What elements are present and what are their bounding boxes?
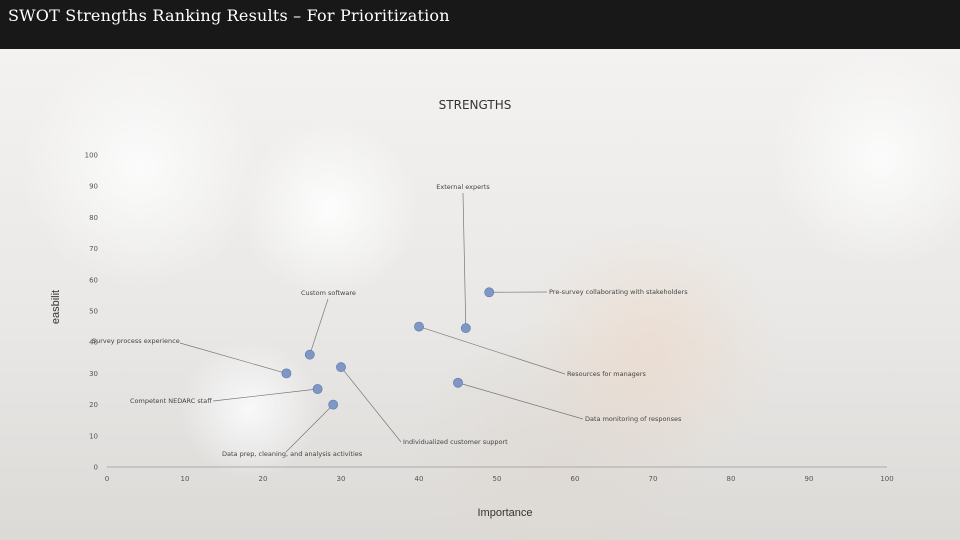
data-point[interactable] [453, 377, 463, 388]
point-label: External experts [436, 183, 490, 191]
x-tick-label: 40 [415, 475, 424, 483]
y-axis-ticks: 0 10 20 30 40 50 60 70 80 90 100 [85, 152, 98, 472]
data-point[interactable] [328, 399, 339, 410]
y-tick-label: 30 [89, 370, 98, 378]
leader-lines [179, 192, 584, 453]
y-tick-label: 0 [94, 464, 98, 472]
leader-line [212, 388, 318, 402]
data-point[interactable] [414, 321, 424, 332]
title-bar: SWOT Strengths Ranking Results – For Pri… [0, 0, 960, 49]
y-tick-label: 70 [89, 245, 98, 253]
leader-line [179, 342, 287, 374]
point-label: Individualized customer support [403, 438, 508, 446]
y-tick-label: 50 [89, 308, 98, 316]
x-tick-label: 20 [259, 475, 268, 483]
point-labels: External experts Pre-survey collaborating… [92, 183, 688, 458]
leader-line [309, 298, 329, 355]
y-axis-label: easbilit [50, 290, 62, 324]
point-label: Custom software [301, 289, 356, 297]
data-point[interactable] [304, 349, 315, 360]
data-points [281, 287, 495, 410]
x-tick-label: 0 [105, 475, 109, 483]
x-tick-label: 60 [571, 475, 580, 483]
point-label: Pre-survey collaborating with stakeholde… [549, 288, 688, 296]
x-tick-label: 10 [181, 475, 190, 483]
y-tick-label: 100 [85, 152, 98, 160]
data-point[interactable] [460, 323, 471, 334]
data-point[interactable] [281, 368, 292, 379]
x-axis-ticks: 0 10 20 30 40 50 60 70 80 90 100 [105, 475, 894, 483]
x-tick-label: 100 [880, 475, 893, 483]
leader-line [285, 404, 334, 453]
x-axis-label: Importance [477, 507, 532, 519]
leader-line [418, 326, 566, 375]
y-tick-label: 90 [89, 183, 98, 191]
x-tick-label: 50 [493, 475, 502, 483]
point-label: Data prep, cleaning, and analysis activi… [222, 450, 363, 458]
point-label: Data monitoring of responses [585, 415, 682, 423]
x-tick-label: 30 [337, 475, 346, 483]
leader-line [340, 366, 402, 443]
x-tick-label: 80 [727, 475, 736, 483]
y-tick-label: 10 [89, 432, 98, 440]
point-label: Survey process experience [92, 337, 180, 345]
point-label: Competent NEDARC staff [130, 397, 212, 405]
chart-title: STRENGTHS [439, 98, 512, 112]
leader-line [462, 192, 467, 329]
data-point[interactable] [312, 384, 323, 394]
point-label: Resources for managers [567, 370, 646, 378]
y-tick-label: 40 [89, 339, 98, 347]
leader-line [457, 382, 584, 420]
page-title: SWOT Strengths Ranking Results – For Pri… [8, 6, 450, 25]
x-tick-label: 90 [805, 475, 814, 483]
y-tick-label: 60 [89, 276, 98, 284]
x-tick-label: 70 [649, 475, 658, 483]
data-point[interactable] [336, 362, 346, 373]
blurred-background [0, 49, 960, 540]
data-point[interactable] [484, 287, 495, 298]
y-tick-label: 20 [89, 401, 98, 409]
y-tick-label: 80 [89, 214, 98, 222]
